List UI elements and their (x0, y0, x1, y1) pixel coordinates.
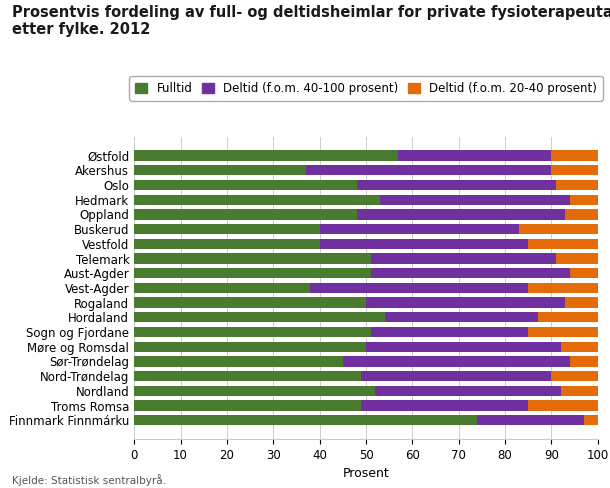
Bar (537, 312, 598, 323)
Bar (357, 180, 556, 190)
Bar (361, 401, 528, 411)
Bar (528, 283, 598, 293)
X-axis label: Prosent: Prosent (343, 468, 389, 481)
Bar (398, 150, 551, 161)
Bar (134, 371, 361, 381)
Bar (306, 165, 551, 175)
Bar (371, 268, 570, 278)
Bar (561, 342, 598, 352)
Bar (134, 268, 371, 278)
Bar (134, 401, 361, 411)
Text: Kjelde: Statistisk sentralbyrå.: Kjelde: Statistisk sentralbyrå. (12, 474, 166, 486)
Bar (361, 371, 551, 381)
Bar (551, 165, 598, 175)
Bar (134, 224, 320, 234)
Bar (570, 195, 598, 205)
Bar (134, 356, 343, 366)
Bar (134, 415, 477, 426)
Bar (310, 283, 528, 293)
Bar (366, 342, 561, 352)
Bar (343, 356, 570, 366)
Bar (371, 327, 528, 337)
Bar (134, 327, 371, 337)
Bar (556, 180, 598, 190)
Bar (134, 312, 384, 323)
Bar (366, 298, 565, 308)
Bar (134, 342, 366, 352)
Text: Prosentvis fordeling av full- og deltidsheimlar for private fysioterapeutar,
ett: Prosentvis fordeling av full- og deltids… (12, 5, 610, 37)
Bar (570, 268, 598, 278)
Bar (519, 224, 598, 234)
Bar (565, 298, 598, 308)
Bar (375, 386, 561, 396)
Legend: Fulltid, Deltid (f.o.m. 40-100 prosent), Deltid (f.o.m. 20-40 prosent): Fulltid, Deltid (f.o.m. 40-100 prosent),… (129, 76, 603, 101)
Bar (528, 401, 598, 411)
Bar (384, 312, 537, 323)
Bar (551, 150, 598, 161)
Bar (551, 371, 598, 381)
Bar (528, 239, 598, 249)
Bar (357, 209, 565, 220)
Bar (320, 239, 528, 249)
Bar (584, 415, 598, 426)
Bar (565, 209, 598, 220)
Bar (134, 298, 366, 308)
Bar (380, 195, 570, 205)
Bar (570, 356, 598, 366)
Bar (134, 180, 357, 190)
Bar (134, 386, 375, 396)
Bar (134, 150, 398, 161)
Bar (134, 209, 357, 220)
Bar (134, 195, 380, 205)
Bar (134, 253, 371, 264)
Bar (371, 253, 556, 264)
Bar (561, 386, 598, 396)
Bar (134, 283, 310, 293)
Bar (320, 224, 519, 234)
Bar (134, 165, 306, 175)
Bar (477, 415, 584, 426)
Bar (556, 253, 598, 264)
Bar (134, 239, 320, 249)
Bar (528, 327, 598, 337)
